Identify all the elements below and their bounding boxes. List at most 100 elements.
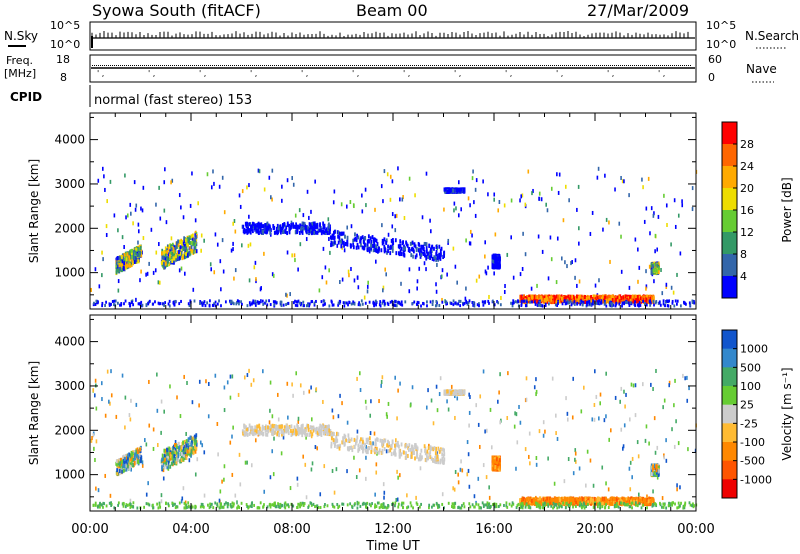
nave-dot [202, 65, 203, 66]
ground-scatter [596, 300, 599, 304]
nave-dot [410, 65, 411, 66]
echo-scatter [297, 416, 300, 421]
echo-cell [543, 295, 546, 300]
echo-scatter [682, 373, 684, 378]
ground-scatter [158, 302, 161, 306]
echo-cell [246, 221, 249, 226]
echo-scatter [429, 218, 431, 223]
ground-scatter [285, 303, 287, 307]
nave-dot [622, 65, 623, 66]
echo-scatter [457, 472, 459, 477]
echo-scatter [382, 240, 385, 245]
nave-dot [398, 65, 399, 66]
nave-dot [586, 65, 587, 66]
echo-cell [313, 228, 316, 233]
nave-dot [648, 65, 649, 66]
nave-dot [650, 65, 651, 66]
echo-cell [378, 246, 380, 251]
nave-dot [482, 65, 483, 66]
echo-cell [493, 254, 496, 259]
echo-cell [249, 230, 252, 235]
echo-scatter [416, 279, 419, 284]
echo-scatter [439, 376, 442, 381]
echo-cell [339, 231, 341, 236]
echo-scatter [101, 250, 103, 255]
ground-scatter [517, 299, 519, 303]
echo-scatter [493, 197, 495, 202]
ground-scatter [638, 301, 641, 305]
echo-scatter [93, 446, 95, 451]
nave-dot [430, 65, 431, 66]
nave-dot [602, 65, 603, 66]
ground-scatter [397, 300, 400, 304]
echo-scatter [282, 435, 285, 440]
echo-scatter [246, 185, 248, 190]
echo-scatter [665, 285, 668, 290]
echo-scatter [287, 415, 289, 420]
echo-cell [123, 261, 126, 266]
ground-scatter [399, 302, 402, 306]
echo-scatter [250, 463, 253, 468]
echo-cell [124, 465, 127, 470]
echo-cell [323, 225, 325, 230]
echo-scatter [140, 206, 142, 211]
echo-scatter [605, 217, 608, 222]
echo-scatter [184, 500, 187, 505]
echo-cell [194, 243, 197, 248]
echo-cell [302, 221, 305, 226]
echo-scatter [355, 475, 358, 480]
ground-scatter [238, 300, 240, 304]
echo-cell [123, 253, 126, 258]
echo-cell [524, 295, 527, 300]
ground-scatter [633, 302, 636, 306]
echo-scatter [468, 241, 471, 246]
echo-scatter [572, 471, 575, 476]
echo-cell [121, 469, 124, 474]
echo-scatter [623, 179, 625, 184]
echo-scatter [503, 289, 506, 294]
echo-scatter [130, 211, 132, 216]
echo-cell [126, 456, 129, 461]
echo-cell [624, 294, 627, 299]
echo-cell [166, 257, 169, 262]
ground-scatter [296, 300, 299, 304]
ground-scatter [645, 303, 648, 307]
echo-cell [429, 247, 432, 252]
ground-scatter [137, 302, 140, 306]
echo-cell [337, 240, 340, 245]
nave-dot [474, 65, 475, 66]
echo-scatter [365, 455, 367, 460]
echo-scatter [563, 479, 566, 484]
ground-scatter [307, 303, 309, 307]
nave-dot [256, 65, 257, 66]
echo-scatter [578, 226, 580, 231]
echo-cell [340, 244, 343, 249]
echo-cell [346, 239, 349, 244]
echo-scatter [528, 431, 531, 436]
echo-scatter [254, 260, 257, 265]
freq-mark: ' , [250, 69, 257, 78]
echo-cell [137, 455, 140, 460]
echo-cell [337, 234, 339, 239]
echo-scatter [628, 285, 631, 290]
echo-scatter [243, 375, 246, 380]
echo-scatter [411, 385, 414, 390]
echo-cell [117, 268, 119, 273]
echo-cell [173, 260, 175, 265]
echo-scatter [396, 469, 398, 474]
echo-scatter [385, 412, 388, 417]
ground-scatter [411, 302, 414, 306]
echo-cell [164, 262, 166, 267]
nave-dot [470, 65, 471, 66]
echo-cell [534, 294, 536, 299]
ground-scatter [563, 299, 566, 303]
nave-dot [674, 65, 675, 66]
echo-cell [136, 456, 139, 461]
echo-scatter [681, 203, 684, 208]
nave-dot [214, 65, 215, 66]
echo-scatter [645, 424, 648, 429]
echo-scatter [164, 167, 166, 172]
echo-scatter [494, 232, 497, 237]
echo-cell [282, 230, 285, 235]
echo-cell [168, 244, 171, 249]
